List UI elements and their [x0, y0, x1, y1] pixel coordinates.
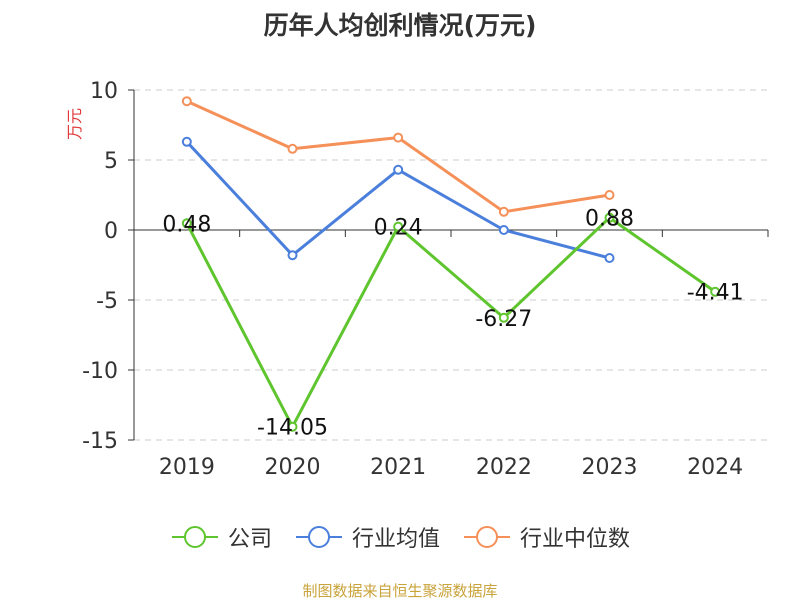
x-tick-label: 2023	[582, 455, 638, 480]
grid-lines	[134, 89, 768, 441]
legend-item-company[interactable]: 公司	[170, 521, 272, 553]
x-tick-label: 2021	[370, 455, 426, 480]
legend-marker-icon	[171, 526, 218, 548]
data-point	[181, 136, 192, 147]
y-tick-label: -5	[96, 289, 118, 314]
y-axis-label: 万元	[65, 108, 84, 140]
y-tick-label: -10	[82, 359, 118, 384]
x-tick-label: 2022	[476, 455, 532, 480]
series-line	[186, 99, 610, 214]
data-label: 0.24	[374, 216, 423, 241]
data-point	[287, 143, 298, 154]
data-point	[287, 250, 298, 261]
y-tick-label: 0	[104, 219, 118, 244]
legend-label: 公司	[227, 527, 272, 552]
legend-item-industry-median[interactable]: 行业中位数	[462, 521, 630, 553]
legend-marker-icon	[295, 526, 342, 548]
data-point	[498, 312, 509, 323]
data-label: 0.48	[162, 212, 211, 237]
data-labels: 0.48 -14.05 0.24 -6.27 0.88 -4.41	[162, 207, 743, 441]
data-label: 0.88	[585, 207, 634, 232]
data-point	[604, 190, 615, 200]
data-point	[181, 218, 192, 229]
legend-label: 行业中位数	[520, 527, 631, 552]
legend-marker-icon	[464, 526, 510, 548]
data-point	[393, 164, 404, 175]
axes: 10 5 0 -5 -10 -15 2019 2020 2021 2022 2023 2024	[82, 79, 769, 480]
data-point	[393, 221, 404, 232]
chart-title: 历年人均创利情况(万元)	[263, 11, 537, 40]
data-point	[287, 421, 298, 432]
y-tick-label: 5	[104, 149, 118, 174]
data-point	[498, 206, 509, 217]
source-note: 制图数据来自恒生聚源数据库	[302, 582, 498, 600]
data-label: -14.05	[257, 416, 328, 441]
legend: 公司 行业均值 行业中位数	[0, 520, 800, 554]
series-lines	[181, 96, 721, 432]
data-point	[181, 96, 192, 107]
y-tick-label: 10	[90, 79, 118, 104]
data-point	[498, 225, 509, 235]
data-point	[393, 132, 404, 143]
data-point	[604, 253, 615, 263]
x-tick-label: 2024	[687, 455, 743, 480]
y-tick-label: -15	[82, 429, 118, 454]
data-point	[710, 286, 721, 297]
legend-label: 行业均值	[351, 527, 440, 552]
series-line	[185, 216, 717, 429]
data-label: -4.41	[687, 281, 744, 306]
data-point	[604, 212, 615, 223]
x-tick-label: 2019	[159, 455, 215, 480]
legend-item-industry-avg[interactable]: 行业均值	[294, 521, 440, 553]
x-tick-label: 2020	[265, 455, 321, 480]
data-label: -6.27	[475, 307, 532, 332]
